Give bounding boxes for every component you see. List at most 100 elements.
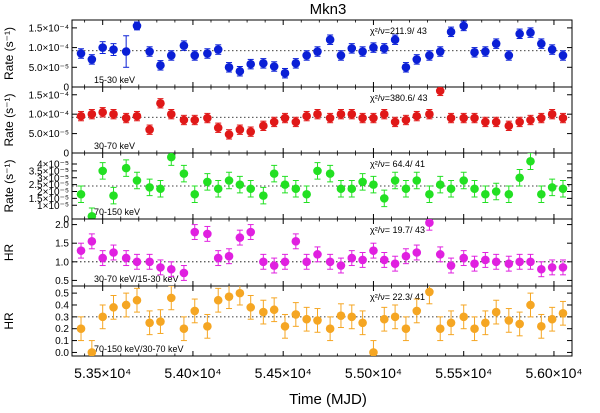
y-tick-label: 1.5×10⁻⁵ <box>29 194 69 205</box>
data-marker <box>459 253 468 263</box>
data-point <box>145 253 154 270</box>
data-marker <box>121 300 131 310</box>
data-point <box>224 129 234 140</box>
data-point <box>325 34 335 45</box>
data-point <box>269 61 279 72</box>
data-point <box>547 44 557 55</box>
data-point <box>98 41 107 54</box>
data-point <box>109 43 118 56</box>
data-marker <box>313 109 322 119</box>
data-marker <box>98 253 107 263</box>
data-point <box>156 60 165 71</box>
data-point <box>446 180 456 198</box>
energy-band-label: 15-30 keV <box>94 75 135 85</box>
data-point <box>291 233 301 250</box>
chi-square-annotation: χ²/ν=380.6/ 43 <box>370 93 428 103</box>
data-marker <box>412 306 422 316</box>
data-marker <box>280 113 290 123</box>
data-point <box>390 34 400 45</box>
data-marker <box>87 55 97 64</box>
data-marker <box>325 257 335 267</box>
data-point <box>235 229 245 246</box>
data-marker <box>203 229 212 239</box>
data-marker <box>515 173 524 183</box>
data-marker <box>412 111 422 121</box>
data-marker <box>481 255 490 265</box>
data-marker <box>435 87 445 96</box>
data-point <box>213 44 223 55</box>
energy-band-label: 30-70 keV <box>94 141 135 151</box>
panel-p5: 0.00.10.20.30.40.5 HR 70-150 keV/30-70 keV… <box>2 285 573 359</box>
panel-p1: 0 5.0×10⁻⁵ 1.0×10⁻⁴ 1.5×10⁻⁴ Rate (s⁻¹) 15-30… <box>2 19 573 94</box>
data-point <box>246 126 256 137</box>
energy-band-label: 30-70 keV/15-30 keV <box>94 274 179 284</box>
data-point <box>526 114 535 126</box>
data-point <box>280 253 290 270</box>
data-marker <box>325 169 335 178</box>
data-point <box>459 171 468 190</box>
data-marker <box>446 318 456 328</box>
y-tick-label: 1.5×10⁻⁴ <box>29 23 69 34</box>
data-marker <box>425 287 434 297</box>
data-marker <box>491 187 501 196</box>
data-point <box>358 112 367 124</box>
data-point <box>515 311 524 337</box>
data-marker <box>435 324 445 334</box>
data-point <box>76 316 86 342</box>
panel-p3: 0 1×10⁻⁵1.5×10⁻⁵2×10⁻⁵2.5×10⁻⁵3×10⁻⁵3.5×1… <box>2 152 573 226</box>
data-marker <box>246 184 256 194</box>
data-point <box>491 299 501 325</box>
data-point <box>526 153 535 170</box>
data-marker <box>259 307 268 317</box>
data-point <box>435 246 445 263</box>
data-point <box>98 107 107 118</box>
data-marker <box>459 113 468 123</box>
data-marker <box>246 127 256 136</box>
data-marker <box>537 264 546 274</box>
y-tick-label: 0.0 <box>55 348 69 359</box>
data-point <box>302 185 311 203</box>
data-point <box>224 171 234 190</box>
data-marker <box>291 117 301 127</box>
data-point <box>358 173 367 191</box>
data-point <box>213 180 223 198</box>
data-marker <box>179 115 189 125</box>
data-point <box>425 286 434 305</box>
y-tick-label: 5.0×10⁻⁵ <box>29 129 69 140</box>
data-marker <box>459 312 468 322</box>
data-marker <box>481 47 490 56</box>
data-marker <box>179 268 189 278</box>
data-marker <box>537 113 546 123</box>
data-point <box>481 252 490 268</box>
y-tick-label: 0 <box>63 215 69 226</box>
data-point <box>347 43 357 54</box>
data-marker <box>280 180 290 189</box>
data-marker <box>526 156 535 166</box>
data-point <box>313 246 322 263</box>
data-marker <box>491 39 501 48</box>
data-point <box>537 185 546 203</box>
data-marker <box>132 257 142 267</box>
data-point <box>235 175 245 194</box>
data-marker <box>203 322 212 331</box>
data-marker <box>145 318 154 328</box>
data-point <box>537 313 546 339</box>
data-point <box>213 287 223 313</box>
data-marker <box>156 263 165 272</box>
data-point <box>358 310 367 336</box>
data-point <box>526 27 535 38</box>
data-marker <box>379 44 389 53</box>
y-tick-label: 1.5 <box>55 239 69 250</box>
data-marker <box>470 113 479 123</box>
data-marker <box>446 184 456 194</box>
data-marker <box>259 121 268 131</box>
data-marker <box>179 41 189 50</box>
data-point <box>132 171 142 190</box>
data-point <box>179 40 189 51</box>
data-marker <box>491 257 501 267</box>
data-point <box>246 224 256 240</box>
data-point <box>132 21 142 31</box>
data-marker <box>121 253 131 263</box>
data-point <box>401 114 411 126</box>
data-marker <box>190 227 200 237</box>
